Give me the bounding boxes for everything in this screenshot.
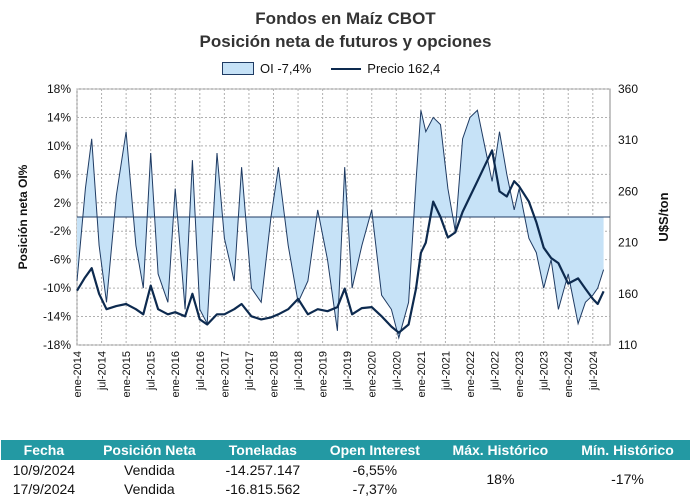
x-tick-label: ene-2015	[121, 351, 133, 398]
table-row: 17/9/2024 Vendida -16.815.562 -7,37%	[1, 479, 690, 498]
y-tick-label: 2%	[54, 196, 72, 210]
cell-fecha: 17/9/2024	[12, 480, 76, 497]
x-tick-label: jul-2017	[244, 351, 256, 391]
x-tick-label: ene-2021	[416, 351, 428, 398]
summary-table: Fecha Posición Neta Toneladas Open Inter…	[1, 440, 690, 498]
x-tick-label: ene-2017	[219, 351, 231, 398]
y2-tick-label: 360	[618, 82, 638, 96]
y-tick-label: -14%	[43, 310, 71, 324]
x-tick-label: ene-2014	[72, 351, 84, 398]
cell-min-historico: -17%	[611, 471, 644, 487]
y-tick-label: 18%	[47, 82, 71, 96]
y2-tick-label: 160	[618, 287, 638, 301]
cell-max-historico: 18%	[486, 471, 515, 487]
price-line	[76, 149, 605, 334]
legend-oi-swatch	[222, 62, 254, 75]
x-tick-label: ene-2016	[170, 351, 182, 398]
x-tick-label: ene-2022	[465, 351, 477, 398]
x-tick-label: jul-2022	[490, 351, 502, 391]
x-tick-label: ene-2018	[268, 351, 280, 398]
x-tick-label: ene-2019	[318, 351, 330, 398]
y-axis-title: Posición neta OI%	[16, 164, 30, 269]
x-tick-label: jul-2023	[539, 351, 551, 391]
x-tick-label: jul-2018	[293, 351, 305, 391]
legend-oi-label: OI -7,4%	[260, 61, 312, 76]
y-tick-label: -6%	[50, 253, 72, 267]
y-tick-label: 10%	[47, 139, 71, 153]
x-tick-label: jul-2021	[440, 351, 452, 391]
x-tick-label: jul-2019	[342, 351, 354, 391]
oi-line	[76, 109, 605, 340]
x-tick-label: ene-2023	[514, 351, 526, 398]
header-posicion-neta: Posición Neta	[86, 440, 212, 460]
cell-fecha: 10/9/2024	[12, 461, 76, 478]
chart-title: Fondos en Maíz CBOT	[255, 9, 436, 28]
x-tick-label: jul-2014	[97, 351, 109, 391]
cell-posicion: Vendida	[124, 461, 175, 478]
x-tick-label: ene-2020	[367, 351, 379, 398]
table-row: 10/9/2024 Vendida -14.257.147 -6,55% 18%…	[1, 460, 690, 488]
y2-tick-label: 260	[618, 184, 638, 198]
legend-price-label: Precio 162,4	[367, 61, 441, 76]
oi-area	[77, 110, 604, 338]
cell-open-interest: -7,37%	[352, 480, 398, 497]
y2-axis-title: U$S/ton	[656, 192, 671, 241]
x-tick-label: jul-2024	[588, 351, 600, 391]
legend: OI -7,4% Precio 162,4	[222, 61, 440, 76]
header-toneladas: Toneladas	[211, 440, 314, 460]
chart-subtitle: Posición neta de futuros y opciones	[199, 32, 492, 51]
x-tick-label: jul-2020	[391, 351, 403, 391]
x-tick-label: ene-2024	[563, 351, 575, 398]
y-tick-label: 14%	[47, 110, 71, 124]
legend-price-swatch	[331, 67, 362, 70]
y-tick-label: -2%	[50, 224, 72, 238]
y-tick-label: -18%	[43, 338, 71, 352]
table-header-row: Fecha Posición Neta Toneladas Open Inter…	[1, 440, 690, 460]
y-tick-label: 6%	[54, 167, 72, 181]
header-fecha: Fecha	[1, 440, 87, 460]
header-min-historico: Mín. Histórico	[564, 440, 690, 460]
cell-toneladas: -16.815.562	[225, 480, 301, 497]
chart-svg: 18% 14% 10% 6% 2% -2% -6% -10% -14% -18% 360 310 260…	[16, 82, 671, 398]
y2-tick-label: 210	[618, 236, 638, 250]
cell-posicion: Vendida	[124, 480, 175, 497]
y2-tick-label: 110	[618, 338, 637, 352]
x-tick-label: jul-2016	[195, 351, 207, 391]
cell-toneladas: -14.257.147	[225, 461, 301, 478]
y2-tick-label: 310	[618, 133, 638, 147]
y-tick-label: -10%	[43, 281, 71, 295]
header-max-historico: Máx. Histórico	[435, 440, 565, 460]
header-open-interest: Open Interest	[313, 440, 436, 460]
x-tick-label: jul-2015	[146, 351, 158, 391]
cell-open-interest: -6,55%	[352, 461, 398, 478]
